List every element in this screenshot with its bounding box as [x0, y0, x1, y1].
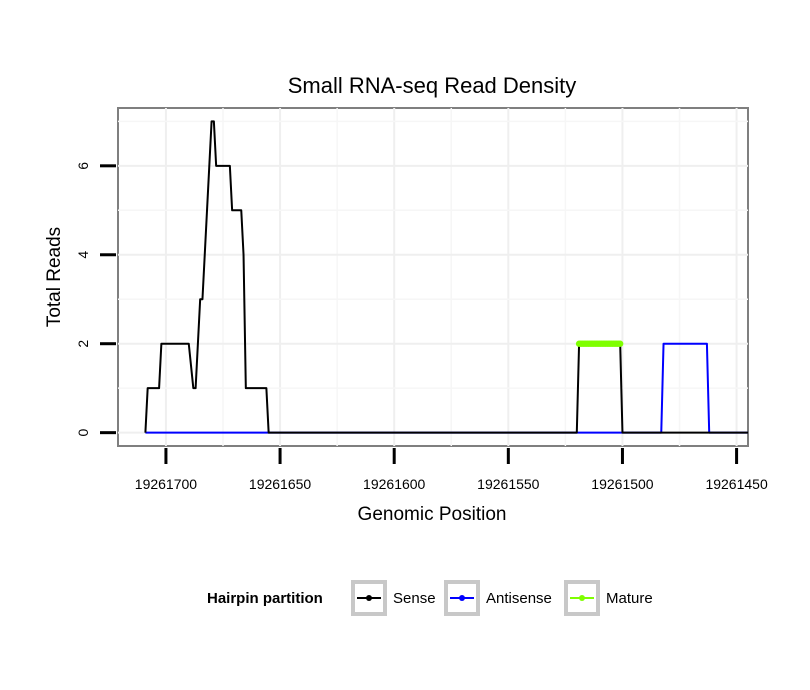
legend: Hairpin partition Sense Antisense Mature: [207, 580, 653, 616]
series-point-mature: [616, 340, 624, 347]
x-tick-label: 19261550: [477, 476, 540, 492]
x-tick-label: 19261500: [591, 476, 654, 492]
x-tick-label: 19261450: [705, 476, 768, 492]
series-line-sense: [144, 120, 748, 434]
y-tick-label: 0: [75, 429, 91, 437]
y-tick-label: 6: [75, 162, 91, 170]
y-tick-label: 4: [75, 251, 91, 259]
axes: 19261700 19261650 19261600 19261550 19261500…: [75, 162, 768, 492]
legend-label-mature: Mature: [606, 590, 653, 607]
x-axis-title: Genomic Position: [358, 504, 507, 525]
x-tick-label: 19261700: [135, 476, 198, 492]
x-tick-label: 19261600: [363, 476, 426, 492]
legend-label-sense: Sense: [393, 590, 436, 607]
legend-title: Hairpin partition: [207, 590, 323, 607]
series-layer: [144, 120, 748, 434]
y-tick-label: 2: [75, 340, 91, 348]
plot-panel: [117, 107, 749, 447]
legend-entries: Sense Antisense Mature: [351, 580, 653, 616]
legend-label-antisense: Antisense: [486, 590, 552, 607]
legend-swatch-point: [579, 595, 585, 601]
chart-title: Small RNA-seq Read Density: [288, 73, 577, 98]
legend-swatch-point: [459, 595, 465, 601]
legend-swatch-point: [366, 595, 372, 601]
grid-lines: [118, 108, 748, 446]
x-tick-label: 19261650: [249, 476, 312, 492]
y-axis-title: Total Reads: [44, 227, 65, 327]
